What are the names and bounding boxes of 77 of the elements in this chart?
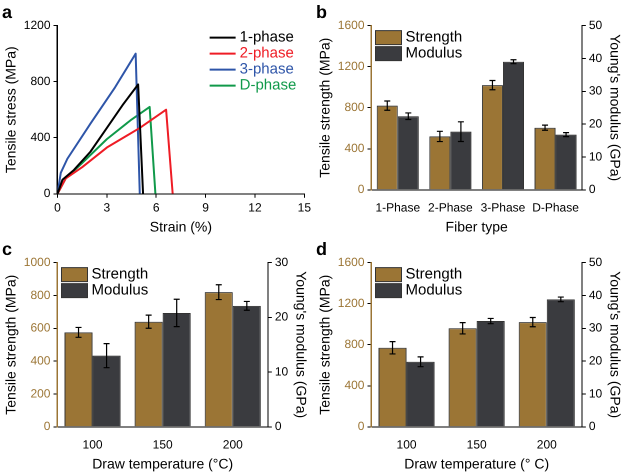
y2-tick-label: 20: [274, 310, 289, 324]
x-axis-title: Strain (%): [150, 218, 212, 234]
x-tick-label: 3: [104, 200, 111, 214]
x-tick-label: 100: [396, 437, 417, 452]
y-tick-label: 400: [344, 378, 365, 392]
y2-tick-label: 40: [588, 50, 603, 65]
y-tick-label: 1200: [338, 58, 365, 73]
x-tick-label: 150: [466, 437, 488, 452]
x-axis-title: Draw temperature (° C): [404, 455, 550, 472]
legend-label: Strength: [405, 28, 462, 46]
y-tick-label: 600: [30, 320, 51, 335]
y-tick-label: 400: [344, 141, 365, 156]
y2-tick-label: 50: [588, 18, 603, 32]
y2-tick-label: 0: [588, 182, 596, 196]
chart-title: a: [2, 2, 13, 22]
legend-label: Modulus: [405, 282, 462, 299]
y-tick-label: 1600: [338, 254, 365, 269]
y-tick-label: 1600: [338, 18, 365, 32]
y2-tick-label: 10: [274, 364, 289, 378]
legend-label: Strength: [405, 266, 462, 283]
y-tick-label: 800: [30, 74, 51, 88]
x-tick-label: 12: [248, 200, 262, 214]
chart-title: c: [2, 238, 12, 259]
chart-title: d: [316, 238, 327, 259]
y2-tick-label: 0: [274, 419, 282, 434]
y2-tick-label: 50: [588, 254, 603, 269]
x-tick-label: 9: [202, 200, 210, 214]
y-tick-label: 400: [30, 353, 51, 368]
y2-tick-label: 30: [588, 320, 603, 335]
x-axis-title: Draw temperature (°C): [92, 455, 234, 472]
x-tick-label: D-Phase: [532, 200, 580, 214]
y2-tick-label: 40: [588, 288, 603, 302]
y-tick-label: 400: [30, 130, 51, 144]
y2-tick-label: 30: [588, 84, 603, 98]
y2-tick-label: 10: [588, 149, 603, 164]
x-tick-label: 150: [152, 437, 174, 452]
y2-tick-label: 0: [588, 419, 596, 434]
y-tick-label: 0: [358, 182, 365, 196]
x-tick-label: 2-Phase: [428, 200, 474, 214]
y-axis-title: Tensile strength (MPa): [316, 38, 332, 178]
y-tick-label: 0: [44, 186, 51, 200]
x-tick-label: 6: [152, 200, 160, 214]
y-tick-label: 1200: [24, 18, 51, 32]
legend-label: Strength: [91, 266, 148, 283]
y2-tick-label: 20: [588, 116, 603, 130]
y-tick-label: 800: [30, 288, 51, 302]
x-tick-label: 0: [54, 200, 62, 214]
y2-axis-title: Young's modulus (GPa): [608, 34, 624, 182]
x-axis-title: Fiber type: [446, 218, 508, 234]
x-tick-label: 15: [298, 200, 312, 214]
y2-axis-title: Young's modulus (GPa): [294, 271, 310, 418]
y-tick-label: 200: [30, 386, 51, 400]
legend-label: 2-phase: [240, 44, 294, 62]
y2-tick-label: 10: [588, 386, 603, 400]
y-tick-label: 0: [358, 419, 365, 434]
legend-label: D-phase: [240, 76, 296, 94]
legend-label: Modulus: [405, 44, 462, 62]
y-axis-title: Tensile strength (MPa): [316, 274, 332, 415]
y-tick-label: 1000: [24, 254, 51, 269]
y2-tick-label: 20: [588, 353, 603, 368]
y2-tick-label: 30: [274, 254, 289, 269]
y-tick-label: 800: [344, 337, 365, 352]
legend-label: 1-phase: [240, 28, 294, 46]
y-axis-title: Tensile strength (MPa): [2, 274, 18, 415]
x-tick-label: 3-Phase: [480, 200, 526, 214]
x-tick-label: 200: [222, 437, 244, 452]
y-tick-label: 800: [344, 100, 365, 114]
chart-title: b: [316, 2, 327, 22]
x-tick-label: 200: [536, 437, 558, 452]
legend-label: Modulus: [91, 282, 148, 299]
legend-label: 3-phase: [240, 60, 294, 78]
y2-axis-title: Young's modulus (GPa): [608, 271, 624, 418]
y-tick-label: 0: [44, 419, 51, 434]
y-axis-title: Tensile stress (MPa): [2, 46, 18, 174]
x-tick-label: 1-Phase: [375, 200, 420, 214]
y-tick-label: 1200: [338, 296, 365, 310]
x-tick-label: 100: [82, 437, 103, 452]
